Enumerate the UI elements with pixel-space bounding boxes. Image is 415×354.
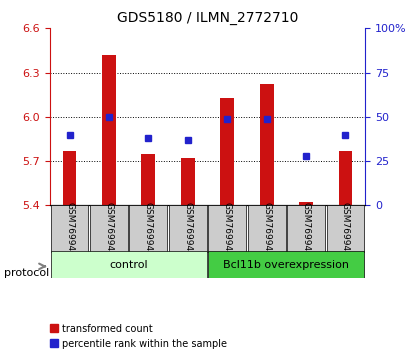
- Text: GSM769940: GSM769940: [65, 202, 74, 257]
- Text: GDS5180 / ILMN_2772710: GDS5180 / ILMN_2772710: [117, 11, 298, 25]
- Text: GSM769942: GSM769942: [144, 202, 153, 257]
- Bar: [102, 55, 116, 205]
- Text: GSM769941: GSM769941: [105, 202, 113, 257]
- FancyBboxPatch shape: [208, 251, 364, 278]
- Bar: [142, 154, 155, 205]
- FancyBboxPatch shape: [248, 205, 286, 253]
- FancyBboxPatch shape: [129, 205, 167, 253]
- FancyBboxPatch shape: [169, 205, 207, 253]
- FancyBboxPatch shape: [51, 251, 207, 278]
- FancyBboxPatch shape: [208, 205, 246, 253]
- FancyBboxPatch shape: [51, 205, 88, 253]
- Bar: [181, 158, 195, 205]
- Bar: [220, 98, 234, 205]
- Legend: transformed count, percentile rank within the sample: transformed count, percentile rank withi…: [46, 320, 231, 353]
- Bar: [260, 84, 273, 205]
- Bar: [339, 151, 352, 205]
- FancyBboxPatch shape: [327, 205, 364, 253]
- Text: GSM769947: GSM769947: [341, 202, 350, 257]
- Text: protocol: protocol: [4, 268, 49, 278]
- Text: GSM769943: GSM769943: [183, 202, 192, 257]
- Bar: [63, 151, 76, 205]
- FancyBboxPatch shape: [90, 205, 128, 253]
- Text: GSM769946: GSM769946: [302, 202, 310, 257]
- Text: GSM769944: GSM769944: [223, 202, 232, 257]
- FancyBboxPatch shape: [287, 205, 325, 253]
- Bar: [299, 202, 313, 205]
- Text: GSM769945: GSM769945: [262, 202, 271, 257]
- Text: control: control: [109, 259, 148, 270]
- Text: Bcl11b overexpression: Bcl11b overexpression: [223, 259, 349, 270]
